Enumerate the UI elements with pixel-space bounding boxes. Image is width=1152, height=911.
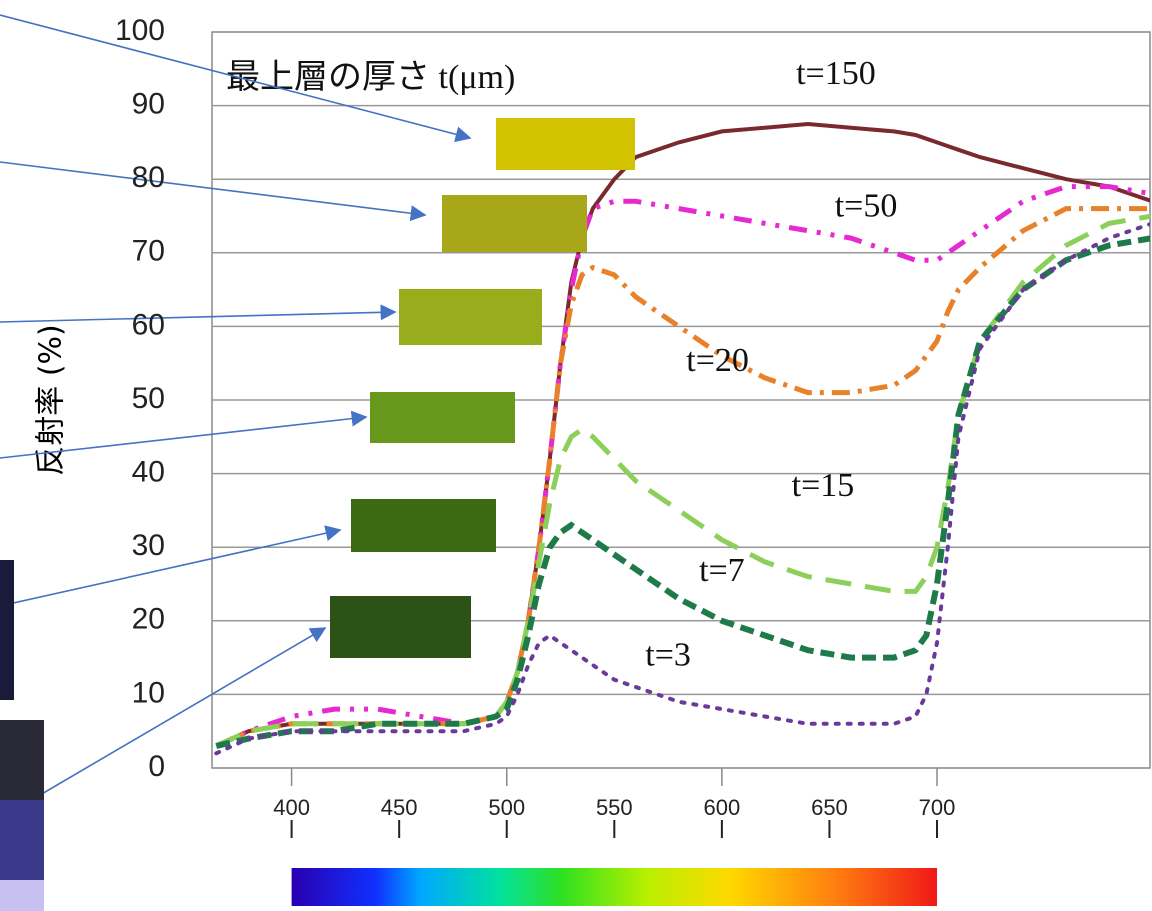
x-tick-label: 450 [381, 795, 418, 820]
swatch [370, 392, 515, 443]
arrow [0, 525, 342, 607]
swatches [330, 118, 635, 658]
title-bg [225, 50, 670, 100]
arrow [0, 410, 368, 459]
lines [214, 121, 1150, 756]
x-tick-label: 550 [596, 795, 633, 820]
x-tick-label: 600 [704, 795, 741, 820]
y-tick-label: 30 [132, 529, 165, 562]
series-line [215, 235, 1150, 749]
series-label: t=50 [835, 187, 898, 224]
photo [0, 720, 44, 800]
series-line [214, 222, 1150, 756]
series-label: t=15 [792, 467, 855, 504]
series-label: t=150 [796, 55, 876, 92]
swatch [351, 499, 496, 552]
swatch [399, 289, 542, 345]
arrows [0, 14, 472, 796]
x-tick-label: 500 [488, 795, 525, 820]
y-tick-label: 70 [132, 235, 165, 268]
arrow [39, 627, 327, 796]
chart-title: 最上層の厚さ t(μm) [226, 59, 515, 96]
x-tick-label: 400 [273, 795, 310, 820]
arrow [0, 304, 397, 323]
x-tick-label: 650 [811, 795, 848, 820]
y-tick-label: 50 [132, 382, 165, 415]
y-tick-label: 20 [132, 603, 165, 636]
swatch [330, 596, 471, 658]
photo [0, 880, 44, 911]
color-bar [291, 868, 938, 906]
y-tick-label: 60 [132, 308, 165, 341]
swatch [496, 118, 635, 170]
photos [0, 560, 44, 911]
y-tick-label: 90 [132, 88, 165, 121]
y-tick-label: 10 [132, 676, 165, 709]
y-tick-label: 100 [115, 14, 165, 47]
photo [0, 560, 14, 700]
y-tick-label: 40 [132, 456, 165, 489]
series-label: t=7 [699, 552, 745, 589]
series-line [215, 213, 1150, 749]
x-tick-label: 700 [919, 795, 956, 820]
y-tick-label: 80 [132, 161, 165, 194]
arrow [0, 161, 427, 222]
series-label: t=20 [686, 342, 749, 379]
series-label: t=3 [645, 636, 691, 673]
swatch [442, 195, 587, 252]
y-tick-label: 0 [148, 750, 165, 783]
arrow [0, 14, 472, 143]
